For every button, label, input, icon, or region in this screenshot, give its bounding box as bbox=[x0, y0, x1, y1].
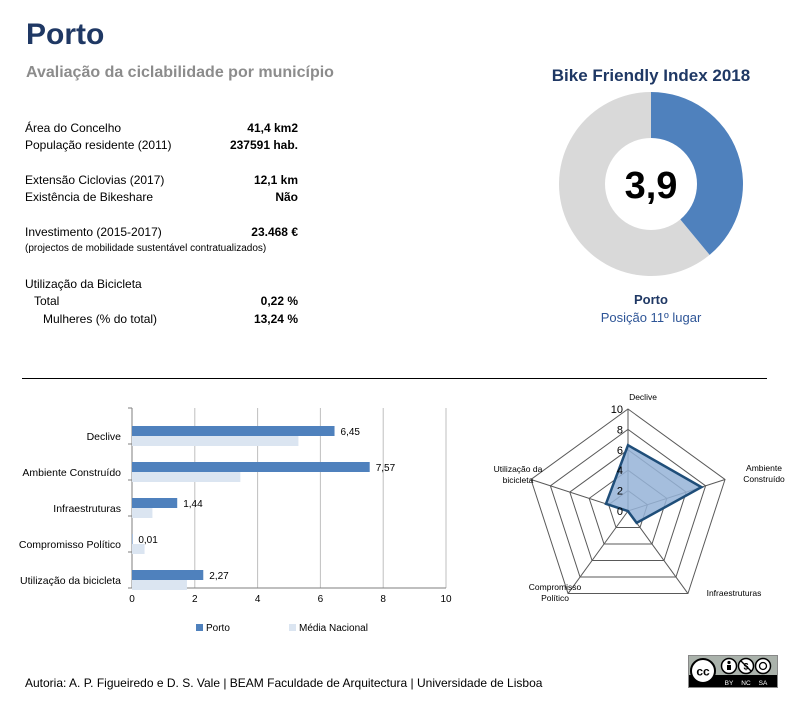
radar-tick-label: 2 bbox=[617, 486, 623, 498]
stat-value-population: 237591 hab. bbox=[229, 138, 298, 152]
radar-tick-label: 4 bbox=[617, 465, 623, 477]
footer-credits: Autoria: A. P. Figueiredo e D. S. Vale |… bbox=[25, 676, 543, 690]
bar-chart-bars: 6,45 7,57 1,44 0,01 2,27 bbox=[132, 426, 396, 590]
bar-x-tick-label: 6 bbox=[318, 594, 324, 605]
stat-label-cycleways: Extensão Ciclovias (2017) bbox=[25, 173, 165, 187]
stat-value-investment: 23.468 € bbox=[251, 225, 298, 239]
indicator-radar-chart: 0 2 4 6 8 10 Declive Ambiente Construído Infraes… bbox=[494, 392, 785, 603]
cc-sa-icon bbox=[754, 657, 772, 675]
bar-porto-utilizacao-da-bicicleta bbox=[132, 570, 204, 580]
page-title: Porto bbox=[26, 18, 105, 51]
radar-axis-label-infraestruturas: Infraestruturas bbox=[707, 588, 762, 598]
bar-media-nacional-infraestruturas bbox=[132, 508, 153, 518]
donut-hole bbox=[605, 138, 697, 230]
bar-category-label-utilizacao-da-bicicleta: Utilização da bicicleta bbox=[20, 575, 121, 587]
stat-note-investment: (projectos de mobilidade sustentável con… bbox=[25, 243, 267, 254]
legend-swatch-national-average bbox=[289, 624, 296, 631]
svg-text:cc: cc bbox=[696, 665, 710, 679]
bar-x-tick-label: 0 bbox=[129, 594, 135, 605]
bar-category-label-compromisso-politico: Compromisso Político bbox=[19, 539, 121, 551]
radar-grid-ring bbox=[549, 428, 707, 578]
stat-value-bikeshare: Não bbox=[275, 190, 298, 204]
bar-porto-declive bbox=[132, 426, 335, 436]
donut-slice-score bbox=[651, 92, 743, 255]
bar-data-label-infraestruturas: 1,44 bbox=[183, 499, 203, 510]
stat-label-usage-women: Mulheres (% do total) bbox=[43, 312, 158, 326]
stat-value-usage-women: 13,24 % bbox=[253, 312, 298, 326]
bar-media-nacional-declive bbox=[132, 436, 299, 446]
bar-x-tick-label: 4 bbox=[255, 594, 261, 605]
radar-axis-line bbox=[567, 510, 629, 594]
bar-x-tick-label: 2 bbox=[192, 594, 198, 605]
section-divider bbox=[22, 378, 767, 379]
legend-swatch-porto bbox=[196, 624, 203, 631]
bar-category-label-ambiente-construido: Ambiente Construído bbox=[22, 467, 121, 479]
bar-chart-x-tick-labels: 0 2 4 6 8 10 bbox=[129, 594, 452, 605]
bar-porto-compromisso-politico bbox=[132, 534, 133, 544]
stat-value-usage-total: 0,22 % bbox=[260, 294, 298, 308]
cc-license-badge: cc $ BY NC SA bbox=[688, 655, 778, 688]
radar-tick-label: 10 bbox=[611, 404, 623, 416]
stat-label-usage-total: Total bbox=[34, 294, 60, 308]
index-city-name: Porto bbox=[634, 292, 668, 307]
bar-media-nacional-ambiente-construido bbox=[132, 472, 241, 482]
stat-label-area: Área do Concelho bbox=[25, 121, 122, 135]
bar-data-label-utilizacao-da-bicicleta: 2,27 bbox=[209, 571, 229, 582]
stat-label-bike-usage: Utilização da Bicicleta bbox=[25, 277, 142, 291]
index-donut-chart: 3,9 bbox=[559, 92, 743, 276]
stat-label-population: População residente (2011) bbox=[25, 138, 172, 152]
cc-label-by: BY bbox=[725, 680, 734, 687]
radar-tick-label: 0 bbox=[617, 506, 623, 518]
radar-grid-ring bbox=[530, 408, 726, 595]
bar-x-tick-label: 8 bbox=[380, 594, 386, 605]
legend-label-national-average: Média Nacional bbox=[299, 623, 368, 634]
radar-chart-axis-labels: Declive Ambiente Construído Infraestruturas… bbox=[494, 392, 785, 603]
stat-label-investment: Investimento (2015-2017) bbox=[25, 225, 162, 239]
bar-x-tick-label: 10 bbox=[440, 594, 452, 605]
cc-label-sa: SA bbox=[759, 680, 768, 687]
radar-axis-label-declive: Declive bbox=[629, 392, 657, 402]
stat-value-cycleways: 12,1 km bbox=[253, 173, 298, 187]
bar-porto-ambiente-construido bbox=[132, 462, 370, 472]
radar-tick-label: 8 bbox=[617, 424, 623, 436]
index-title: Bike Friendly Index 2018 bbox=[551, 66, 751, 85]
radar-axis-label-compromisso-politico: Compromisso Político bbox=[529, 582, 582, 603]
bar-category-label-declive: Declive bbox=[87, 431, 122, 443]
bar-chart-legend: Porto Média Nacional bbox=[196, 623, 368, 634]
bar-data-label-ambiente-construido: 7,57 bbox=[376, 463, 396, 474]
page-subtitle: Avaliação da ciclabilidade por município bbox=[26, 64, 334, 81]
radar-tick-label: 6 bbox=[617, 445, 623, 457]
bar-chart-category-labels: Declive Ambiente Construído Infraestrutura… bbox=[19, 431, 121, 587]
radar-axis-label-utilizacao-da-bicicleta: Utilização da bicicleta bbox=[494, 464, 543, 485]
bar-porto-infraestruturas bbox=[132, 498, 178, 508]
radar-axis-label-ambiente-construido: Ambiente Construído bbox=[743, 463, 785, 484]
stat-label-bikeshare: Existência de Bikeshare bbox=[25, 190, 154, 204]
bar-category-label-infraestruturas: Infraestruturas bbox=[53, 503, 121, 515]
radar-axis-line bbox=[627, 510, 689, 594]
legend-label-porto: Porto bbox=[206, 623, 230, 634]
cc-label-nc: NC bbox=[741, 680, 751, 687]
indicator-bar-chart: Declive Ambiente Construído Infraestrutura… bbox=[19, 407, 452, 634]
cc-icon bbox=[690, 658, 716, 684]
stat-value-area: 41,4 km2 bbox=[247, 121, 298, 135]
bar-data-label-compromisso-politico: 0,01 bbox=[138, 535, 158, 546]
index-city-rank: Posição 11º lugar bbox=[600, 310, 702, 325]
bar-media-nacional-utilizacao-da-bicicleta bbox=[132, 580, 187, 590]
bar-media-nacional-compromisso-politico bbox=[132, 544, 145, 554]
radar-chart-tick-labels: 0 2 4 6 8 10 bbox=[611, 404, 623, 518]
bar-data-label-declive: 6,45 bbox=[341, 427, 361, 438]
radar-series-porto bbox=[604, 443, 704, 525]
index-score-label: 3,9 bbox=[625, 165, 678, 207]
